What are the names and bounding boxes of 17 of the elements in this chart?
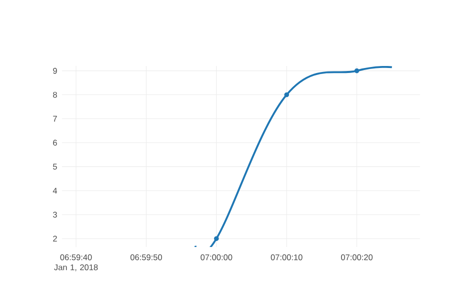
y-tick-label: 7 xyxy=(53,116,57,122)
point xyxy=(354,68,360,74)
line-series xyxy=(194,66,393,247)
x-tick-label: 07:00:10 xyxy=(270,254,302,260)
x-tick-label: 07:00:00 xyxy=(200,254,232,260)
point xyxy=(284,92,290,98)
y-tick-label: 3 xyxy=(53,212,57,218)
y-tick-label: 9 xyxy=(53,68,57,74)
y-tick-label: 6 xyxy=(53,140,57,146)
y-tick-label: 5 xyxy=(53,164,57,170)
x-tick-label: 06:59:50 xyxy=(130,254,162,260)
x-tick-label: 07:00:20 xyxy=(341,254,373,260)
x-tick-label: 06:59:40 Jan 1, 2018 xyxy=(54,254,98,272)
y-tick-label: 8 xyxy=(53,92,57,98)
point xyxy=(214,236,219,242)
y-tick-label: 2 xyxy=(53,236,57,242)
y-tick-label: 4 xyxy=(52,188,58,194)
